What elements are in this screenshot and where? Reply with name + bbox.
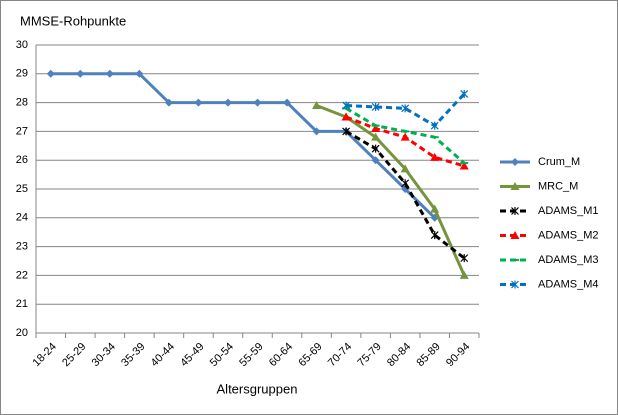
- marker: [223, 98, 232, 107]
- y-tick-label: 28: [16, 97, 28, 109]
- marker: [371, 132, 381, 141]
- marker: [510, 231, 520, 239]
- legend-label: ADAMS_M2: [538, 229, 599, 241]
- marker: [511, 158, 519, 166]
- legend-label: MRC_M: [538, 180, 578, 192]
- y-tick-label: 22: [16, 269, 28, 281]
- y-tick-label: 20: [16, 327, 28, 339]
- marker: [510, 182, 520, 190]
- marker: [430, 121, 439, 130]
- marker: [460, 254, 469, 263]
- legend-label: ADAMS_M4: [538, 278, 599, 290]
- y-tick-label: 29: [16, 68, 28, 80]
- marker: [430, 204, 440, 213]
- marker: [401, 179, 410, 188]
- marker: [459, 270, 469, 279]
- marker: [283, 98, 292, 107]
- y-tick-label: 30: [16, 39, 28, 51]
- marker: [511, 280, 519, 289]
- marker: [430, 231, 439, 240]
- legend-label: ADAMS_M1: [538, 205, 599, 217]
- marker: [511, 207, 519, 215]
- series-line: [345, 130, 466, 260]
- marker: [459, 161, 469, 170]
- marker: [76, 69, 85, 78]
- marker: [253, 98, 262, 107]
- marker: [341, 112, 351, 121]
- y-axis-title: MMSE-Rohpunkte: [20, 13, 126, 28]
- marker: [342, 127, 351, 136]
- marker: [430, 152, 440, 161]
- marker: [460, 89, 469, 98]
- marker: [105, 69, 114, 78]
- marker: [46, 69, 55, 78]
- marker: [135, 69, 144, 78]
- marker: [400, 164, 410, 173]
- y-tick-label: 27: [16, 125, 28, 137]
- y-tick-label: 26: [16, 154, 28, 166]
- marker: [312, 127, 321, 136]
- marker: [312, 100, 322, 109]
- marker: [164, 98, 173, 107]
- marker: [371, 156, 380, 165]
- y-tick-label: 21: [16, 298, 28, 310]
- marker: [401, 104, 410, 113]
- marker: [342, 101, 351, 110]
- x-axis-title: Altersgruppen: [217, 381, 298, 396]
- legend-label: ADAMS_M3: [538, 254, 599, 266]
- marker: [371, 102, 380, 111]
- marker: [371, 124, 381, 133]
- y-tick-label: 24: [16, 212, 28, 224]
- marker: [194, 98, 203, 107]
- y-tick-label: 25: [16, 183, 28, 195]
- marker: [400, 132, 410, 141]
- marker: [371, 144, 380, 153]
- series-line: [316, 104, 466, 277]
- series-line: [50, 72, 436, 219]
- y-tick-label: 23: [16, 241, 28, 253]
- legend-label: Crum_M: [538, 156, 580, 168]
